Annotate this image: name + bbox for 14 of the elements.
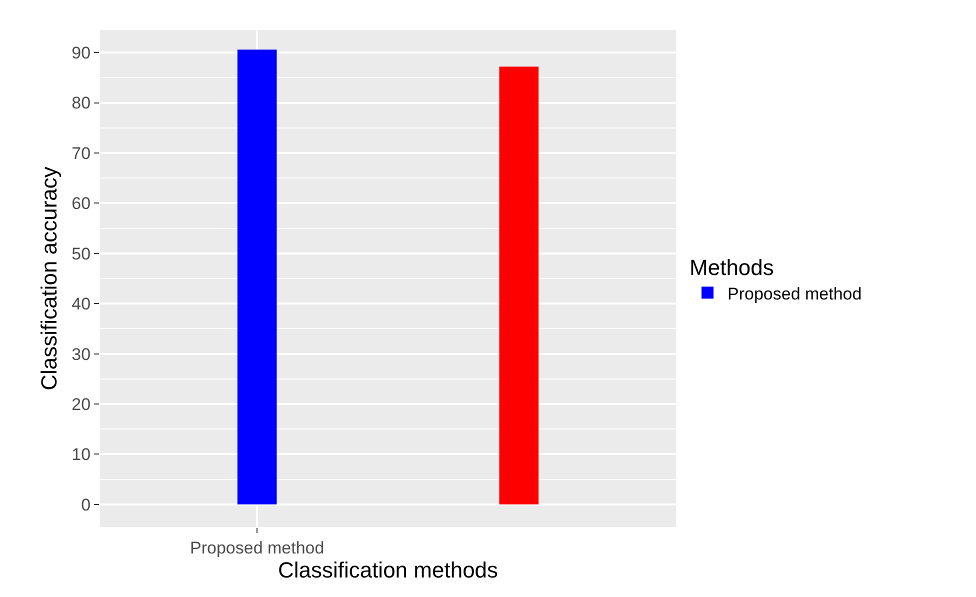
y-tick-label: 0	[81, 495, 91, 514]
y-tick-label: 70	[72, 144, 91, 163]
y-axis-title: Classification accuracy	[36, 166, 62, 390]
y-tick-label: 40	[72, 294, 91, 314]
y-tick-label: 10	[72, 445, 91, 464]
y-tick-label: 20	[72, 394, 91, 414]
y-tick-label: 90	[72, 44, 91, 63]
y-tick-label: 50	[72, 244, 91, 264]
y-tick-label: 80	[72, 94, 91, 113]
y-tick-label: 30	[72, 344, 91, 364]
legend-title: Methods	[690, 255, 774, 280]
legend-label: Proposed method	[728, 284, 862, 304]
x-axis-title: Classification methods	[278, 557, 498, 582]
y-tick-label: 60	[72, 194, 91, 214]
